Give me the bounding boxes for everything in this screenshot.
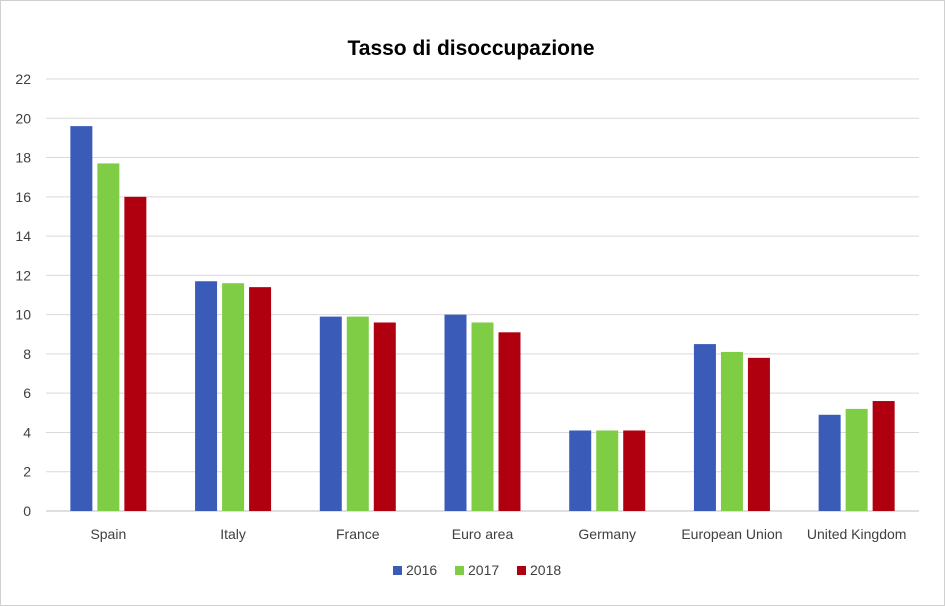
- y-tick-label: 10: [15, 307, 31, 323]
- y-tick-label: 4: [23, 424, 31, 440]
- chart-title: Tasso di disoccupazione: [348, 37, 595, 60]
- bar-2018-european-union: [747, 357, 770, 511]
- x-axis-categories: Spain Italy France Euro area Germany European…: [90, 526, 906, 542]
- category-label: Germany: [578, 526, 636, 542]
- legend-label: 2016: [406, 562, 437, 578]
- bar-2018-france: [373, 322, 396, 511]
- bar-2016-united-kingdom: [818, 414, 841, 511]
- bar-2017-euro-area: [471, 322, 494, 511]
- y-tick-label: 2: [23, 464, 31, 480]
- legend-swatch: [393, 566, 402, 575]
- y-tick-label: 8: [23, 346, 31, 362]
- bar-2017-united-kingdom: [845, 408, 868, 511]
- bar-2016-germany: [569, 430, 592, 511]
- category-label: Italy: [220, 526, 246, 542]
- bar-2016-france: [319, 316, 342, 511]
- bar-2018-italy: [249, 287, 272, 511]
- bar-2017-italy: [222, 283, 245, 511]
- legend: 2016 2017 2018: [393, 562, 561, 578]
- legend-swatch: [455, 566, 464, 575]
- category-label: United Kingdom: [807, 526, 907, 542]
- y-tick-label: 6: [23, 385, 31, 401]
- category-label: European Union: [681, 526, 782, 542]
- y-tick-label: 16: [15, 189, 31, 205]
- bar-2016-spain: [70, 126, 93, 512]
- legend-label: 2017: [468, 562, 499, 578]
- bar-2018-spain: [124, 196, 147, 511]
- legend-swatch: [517, 566, 526, 575]
- bar-2018-united-kingdom: [872, 401, 895, 511]
- bar-2016-european-union: [693, 344, 716, 511]
- y-tick-label: 22: [15, 71, 31, 87]
- y-tick-label: 14: [15, 228, 31, 244]
- bar-2016-italy: [195, 281, 218, 511]
- y-axis-ticks: 0 2 4 6 8 10 12 14 16 18 20 22: [15, 71, 31, 519]
- category-label: Euro area: [452, 526, 514, 542]
- bar-2018-germany: [623, 430, 646, 511]
- y-tick-label: 18: [15, 150, 31, 166]
- bar-2017-france: [346, 316, 369, 511]
- bars: [70, 126, 895, 512]
- category-label: France: [336, 526, 380, 542]
- category-label: Spain: [90, 526, 126, 542]
- y-tick-label: 0: [23, 503, 31, 519]
- y-tick-label: 20: [15, 110, 31, 126]
- legend-label: 2018: [530, 562, 561, 578]
- bar-2017-european-union: [720, 351, 743, 511]
- bar-2016-euro-area: [444, 314, 467, 511]
- bar-2017-spain: [97, 163, 120, 511]
- bar-2018-euro-area: [498, 332, 521, 511]
- y-tick-label: 12: [15, 267, 31, 283]
- bar-2017-germany: [596, 430, 619, 511]
